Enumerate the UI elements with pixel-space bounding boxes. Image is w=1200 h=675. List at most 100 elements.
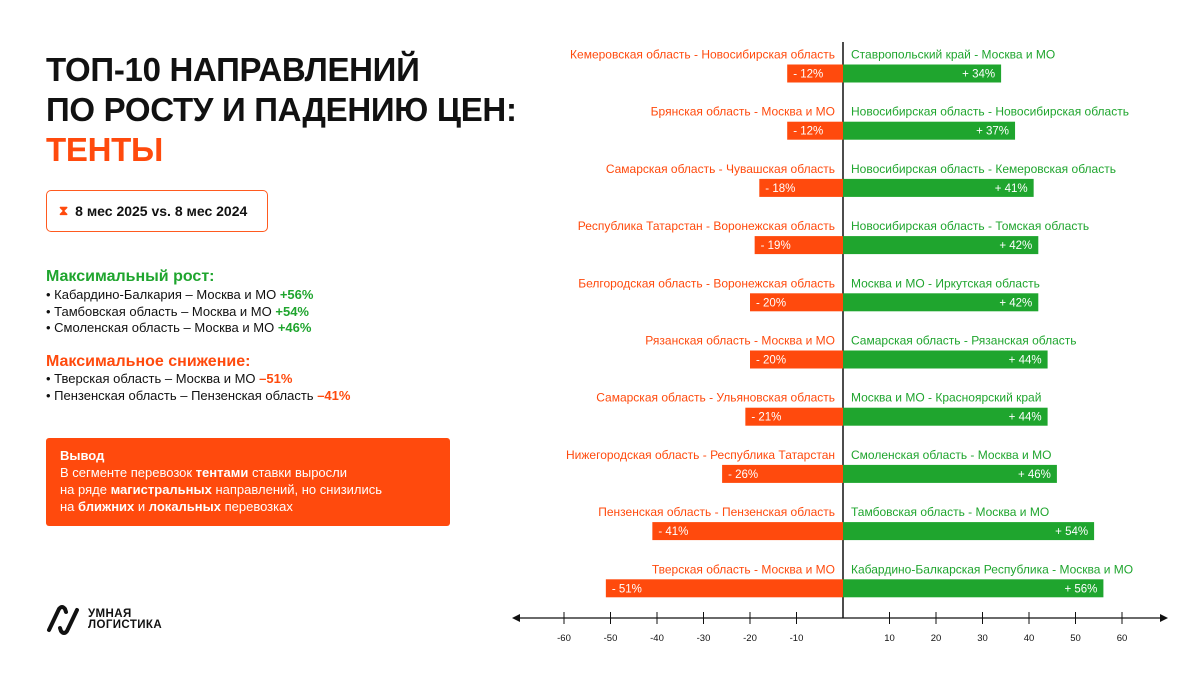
- logo-wordmark: УМНАЯ ЛОГИСТИКА: [88, 607, 162, 632]
- bar-decline: [787, 121, 843, 140]
- bar-growth: [843, 236, 1039, 255]
- category-label-decline: Брянская область - Москва и МО: [651, 105, 835, 119]
- category-label-growth: Самарская область - Рязанская область: [851, 334, 1077, 348]
- bar-label-growth: + 54%: [1055, 526, 1088, 538]
- x-tick-label: 40: [1024, 633, 1035, 644]
- decline-value: –41%: [317, 387, 351, 403]
- conclusion-emphasis: тентами: [195, 465, 249, 480]
- category-label-decline: Кемеровская область - Новосибирская обла…: [570, 48, 835, 62]
- bar-label-decline: - 18%: [765, 183, 795, 195]
- bar-decline: [759, 178, 843, 197]
- bar-growth: [843, 121, 1016, 140]
- list-item: Кабардино-Балкария – Москва и МО +56%: [46, 287, 313, 304]
- bar-decline: [722, 464, 843, 483]
- x-tick-label: 60: [1117, 633, 1128, 644]
- bar-growth: [843, 350, 1048, 369]
- category-label-growth: Москва и МО - Красноярский край: [851, 391, 1041, 405]
- x-tick-label: 30: [977, 633, 988, 644]
- category-label-growth: Ставропольский край - Москва и МО: [851, 48, 1055, 62]
- bar-label-growth: + 46%: [1018, 469, 1051, 481]
- bar-label-growth: + 56%: [1064, 583, 1097, 595]
- conclusion-emphasis: магистральных: [110, 482, 212, 497]
- category-label-growth: Тамбовская область - Москва и МО: [851, 505, 1049, 519]
- conclusion-text: на: [60, 499, 79, 514]
- company-logo: УМНАЯ ЛОГИСТИКА: [46, 604, 162, 636]
- conclusion-heading: Вывод: [60, 448, 105, 463]
- x-tick-label: -30: [697, 633, 711, 644]
- conclusion-text: на ряде: [60, 482, 111, 497]
- category-label-decline: Самарская область - Чувашская область: [606, 162, 835, 176]
- conclusion-box: Вывод В сегменте перевозок тентами ставк…: [46, 438, 450, 526]
- conclusion-line-3: на ближних и локальных перевозках: [60, 498, 436, 515]
- bar-label-decline: - 19%: [761, 240, 791, 252]
- decline-heading: Максимальное снижение:: [46, 353, 251, 370]
- list-item: Смоленская область – Москва и МО +46%: [46, 320, 313, 337]
- bar-label-decline: - 20%: [756, 297, 786, 309]
- bar-growth: [843, 178, 1034, 197]
- conclusion-text: и: [134, 499, 149, 514]
- bar-label-decline: - 41%: [658, 526, 688, 538]
- x-tick-label: 20: [931, 633, 942, 644]
- category-label-growth: Смоленская область - Москва и МО: [851, 448, 1051, 462]
- bar-label-growth: + 42%: [999, 240, 1032, 252]
- page-title: ТОП-10 НАПРАВЛЕНИЙ ПО РОСТУ И ПАДЕНИЮ ЦЕ…: [46, 50, 517, 170]
- growth-list: Кабардино-Балкария – Москва и МО +56% Та…: [46, 287, 313, 337]
- bar-label-growth: + 34%: [962, 69, 995, 81]
- bar-decline: [652, 522, 843, 541]
- period-badge: ⧗ 8 мес 2025 vs. 8 мес 2024: [46, 190, 268, 232]
- bar-growth: [843, 64, 1002, 83]
- category-label-growth: Новосибирская область - Кемеровская обла…: [851, 162, 1116, 176]
- x-axis-left-arrow-icon: [512, 614, 520, 622]
- x-tick-label: -10: [790, 633, 804, 644]
- category-label-growth: Москва и МО - Иркутская область: [851, 276, 1040, 290]
- growth-route: Кабардино-Балкария – Москва и МО: [54, 287, 277, 302]
- list-item: Тверская область – Москва и МО –51%: [46, 371, 350, 388]
- conclusion-text: ставки выросли: [248, 465, 348, 480]
- conclusion-text: направлений, но снизились: [211, 482, 383, 497]
- bar-label-decline: - 20%: [756, 355, 786, 367]
- bar-growth: [843, 464, 1057, 483]
- list-item: Тамбовская область – Москва и МО +54%: [46, 304, 313, 321]
- category-label-decline: Самарская область - Ульяновская область: [596, 391, 835, 405]
- category-label-decline: Рязанская область - Москва и МО: [645, 334, 835, 348]
- list-item: Пензенская область – Пензенская область …: [46, 388, 350, 405]
- conclusion-text: перевозках: [220, 499, 293, 514]
- growth-value: +56%: [279, 287, 314, 302]
- bar-label-growth: + 42%: [999, 297, 1032, 309]
- x-tick-label: 50: [1070, 633, 1081, 644]
- bar-decline: [750, 350, 843, 369]
- bar-label-growth: + 44%: [1009, 412, 1042, 424]
- category-label-decline: Республика Татарстан - Воронежская облас…: [578, 219, 835, 233]
- period-label: 8 мес 2025 vs. 8 мес 2024: [75, 203, 248, 219]
- bar-label-decline: - 12%: [793, 69, 823, 81]
- category-label-growth: Новосибирская область - Томская область: [851, 219, 1089, 233]
- bar-label-decline: - 51%: [612, 583, 642, 595]
- logo-line-1: УМНАЯ: [88, 607, 132, 620]
- x-tick-label: -60: [557, 633, 571, 644]
- growth-route: Тамбовская область – Москва и МО: [54, 303, 272, 319]
- category-label-decline: Нижегородская область - Республика Татар…: [566, 448, 835, 462]
- x-tick-label: -50: [604, 633, 618, 644]
- growth-heading: Максимальный рост:: [46, 268, 215, 285]
- bar-decline: [754, 236, 843, 255]
- bar-label-decline: - 12%: [793, 126, 823, 138]
- bar-label-growth: + 44%: [1009, 355, 1042, 367]
- title-line-2: ПО РОСТУ И ПАДЕНИЮ ЦЕН:: [46, 91, 517, 128]
- conclusion-emphasis: ближних: [78, 499, 135, 514]
- category-label-decline: Пензенская область - Пензенская область: [598, 505, 835, 519]
- growth-value: +54%: [275, 303, 309, 319]
- category-label-growth: Новосибирская область - Новосибирская об…: [851, 105, 1129, 119]
- bar-decline: [750, 293, 843, 312]
- decline-value: –51%: [259, 371, 293, 386]
- bar-growth: [843, 522, 1095, 541]
- bar-decline: [787, 64, 843, 83]
- bar-label-growth: + 41%: [995, 183, 1028, 195]
- x-tick-label: 10: [884, 633, 895, 644]
- decline-list: Тверская область – Москва и МО –51% Пенз…: [46, 371, 350, 404]
- bar-label-growth: + 37%: [976, 126, 1009, 138]
- x-axis-right-arrow-icon: [1160, 614, 1168, 622]
- umnaya-logistika-logo-icon: [47, 605, 79, 635]
- category-label-decline: Тверская область - Москва и МО: [652, 562, 835, 576]
- conclusion-text: В сегменте перевозок: [60, 465, 196, 480]
